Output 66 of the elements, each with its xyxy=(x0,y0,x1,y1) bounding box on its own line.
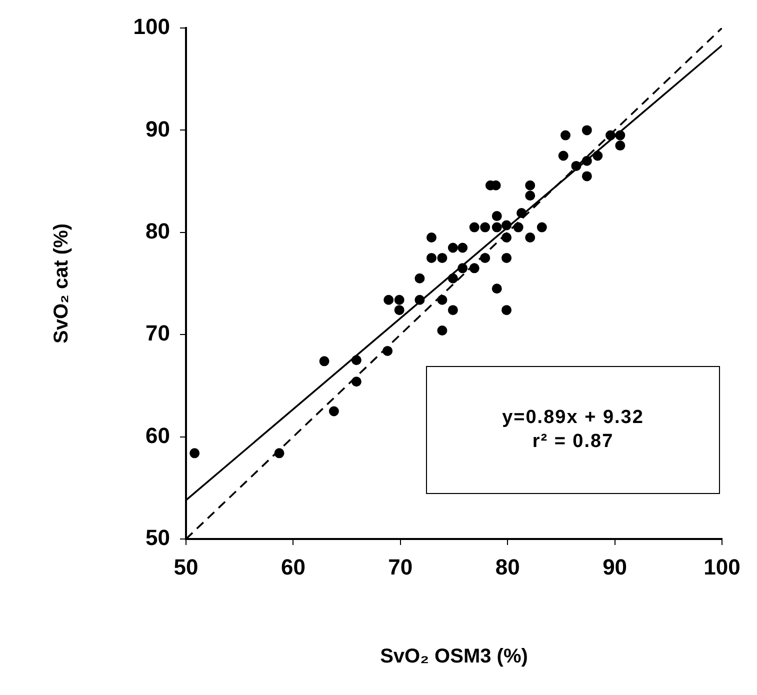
point xyxy=(615,130,626,140)
point xyxy=(426,232,436,243)
point xyxy=(558,150,568,161)
y-tick-label: 100 xyxy=(133,14,170,40)
point xyxy=(582,171,592,182)
point xyxy=(437,252,448,263)
point xyxy=(351,355,362,366)
point xyxy=(426,252,436,263)
point xyxy=(351,376,362,387)
point xyxy=(382,346,393,356)
point xyxy=(592,150,603,161)
point xyxy=(437,326,448,336)
point xyxy=(469,222,480,232)
x-tick-label: 50 xyxy=(174,554,198,580)
point xyxy=(582,156,592,166)
point xyxy=(492,211,502,222)
point xyxy=(525,232,536,243)
x-tick-label: 80 xyxy=(495,554,520,580)
point xyxy=(414,273,425,284)
text-box: y=0.89x + 9.32 r² = 0.87 xyxy=(426,366,720,494)
point xyxy=(513,222,524,232)
point xyxy=(448,273,458,284)
x-tick-label: 90 xyxy=(602,554,628,580)
point xyxy=(190,448,200,458)
x-tick-label: 100 xyxy=(704,554,740,580)
point xyxy=(571,160,582,171)
point xyxy=(319,356,330,366)
point xyxy=(394,305,404,316)
point xyxy=(437,294,448,305)
point xyxy=(480,252,490,263)
point xyxy=(480,222,490,232)
y-tick-label: 80 xyxy=(146,218,170,244)
annotation: y=0.89x + 9.32 xyxy=(502,406,644,430)
x-tick-label: 70 xyxy=(388,554,413,580)
point xyxy=(458,242,468,253)
point xyxy=(502,232,512,243)
x-axis-title: SvO₂ OSM3 (%) xyxy=(380,646,528,668)
y-tick-label: 90 xyxy=(146,116,170,142)
point xyxy=(502,220,512,230)
x-tick-label: 60 xyxy=(280,554,306,580)
point xyxy=(582,125,592,136)
y-tick-label: 60 xyxy=(146,422,170,448)
point xyxy=(448,242,458,253)
point xyxy=(394,294,404,305)
y-tick-label: 50 xyxy=(146,525,170,550)
point xyxy=(502,305,512,316)
point xyxy=(536,222,547,232)
point xyxy=(492,222,502,232)
point xyxy=(525,180,536,190)
point xyxy=(448,305,458,316)
point xyxy=(414,294,425,305)
point xyxy=(525,190,536,201)
point xyxy=(469,263,480,274)
y-axis-title: SvO₂ cat (%) xyxy=(50,223,73,344)
y-tick-label: 70 xyxy=(146,320,170,346)
point xyxy=(492,284,502,294)
point xyxy=(516,208,527,218)
point xyxy=(502,252,512,263)
point xyxy=(384,294,394,305)
point xyxy=(328,406,339,416)
point xyxy=(606,130,616,140)
annotation: r² = 0.87 xyxy=(532,430,614,454)
point xyxy=(615,140,626,151)
point xyxy=(458,263,468,274)
point xyxy=(274,448,284,458)
point xyxy=(560,130,570,140)
